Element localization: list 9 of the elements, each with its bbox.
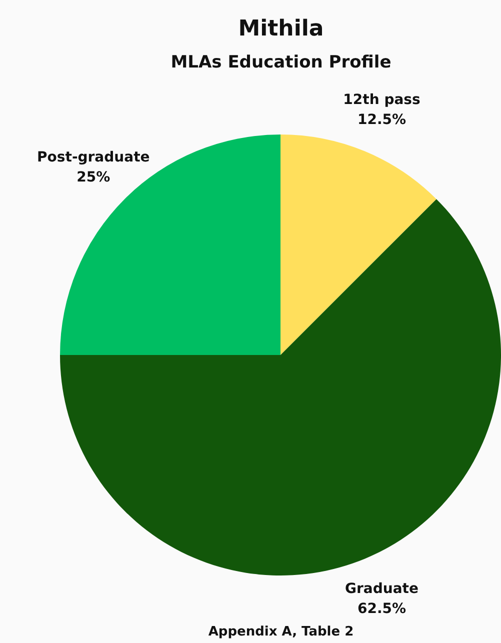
chart-subtitle: MLAs Education Profile bbox=[170, 52, 392, 72]
chart-title: Mithila bbox=[238, 16, 324, 42]
data-label: 62.5% bbox=[357, 601, 406, 618]
text: Appendix A, Table 2 bbox=[208, 624, 354, 640]
slice-label: Graduate bbox=[345, 581, 418, 598]
slice-label: Post-graduate bbox=[37, 150, 150, 166]
slice-label: 12th pass bbox=[343, 92, 420, 108]
data-label: 12.5% bbox=[357, 112, 406, 128]
data-label: 25% bbox=[76, 170, 110, 186]
